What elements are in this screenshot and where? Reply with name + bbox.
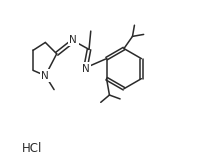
Text: N: N bbox=[69, 35, 77, 45]
Text: N: N bbox=[82, 64, 89, 74]
Text: HCl: HCl bbox=[22, 142, 42, 155]
Text: N: N bbox=[41, 71, 49, 81]
